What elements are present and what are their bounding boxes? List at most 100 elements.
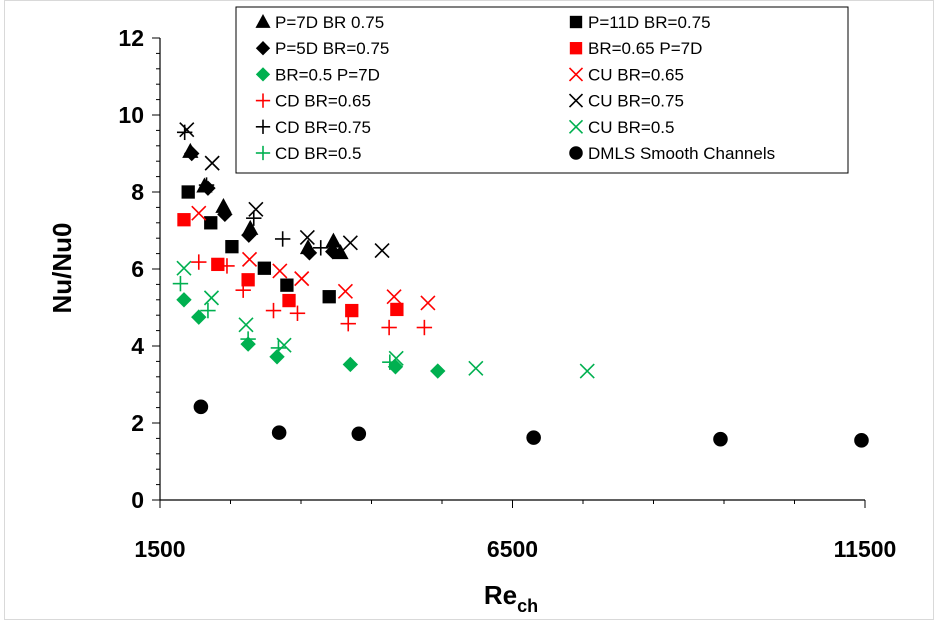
data-point	[289, 305, 306, 321]
data-point	[215, 197, 232, 213]
series-9	[176, 260, 595, 379]
data-point	[301, 245, 318, 261]
legend-item: P=7D BR 0.75	[255, 13, 384, 32]
series-10	[172, 275, 398, 370]
y-tick-label: 8	[131, 179, 144, 205]
data-point	[274, 231, 291, 247]
data-point	[325, 243, 341, 260]
chart-frame	[4, 0, 934, 620]
data-point	[468, 360, 484, 376]
data-point	[198, 177, 215, 193]
data-point	[340, 315, 356, 332]
data-point	[172, 275, 189, 292]
legend-label: CU BR=0.5	[588, 118, 674, 137]
x-tick-label: 1500	[134, 536, 185, 562]
data-point	[238, 317, 254, 333]
data-point	[241, 227, 257, 243]
legend-label: CD BR=0.75	[275, 118, 371, 137]
y-tick-label: 4	[131, 333, 144, 359]
data-point	[381, 319, 397, 336]
series-1	[181, 185, 336, 304]
legend-item: CD BR=0.5	[255, 144, 361, 163]
data-point	[177, 213, 191, 227]
legend-label: BR=0.5 P=7D	[275, 65, 380, 84]
y-tick-label: 12	[118, 25, 144, 51]
data-point	[430, 363, 446, 379]
legend-label: CD BR=0.5	[275, 144, 361, 163]
series-7	[179, 122, 390, 259]
legend-marker	[569, 15, 583, 29]
legend-label: P=11D BR=0.75	[588, 13, 711, 32]
legend-marker	[568, 93, 584, 108]
data-point	[191, 205, 207, 221]
data-point	[351, 426, 367, 442]
data-point	[282, 293, 296, 308]
data-point	[217, 206, 233, 223]
data-point	[225, 240, 239, 254]
legend-marker	[568, 119, 584, 134]
data-point	[345, 303, 359, 318]
data-point	[269, 349, 285, 365]
legend-item: P=11D BR=0.75	[569, 13, 711, 32]
series-5	[191, 205, 436, 311]
data-point	[248, 201, 264, 217]
data-point	[235, 282, 251, 298]
legend-marker	[569, 146, 583, 160]
data-point	[181, 185, 195, 199]
data-point	[265, 302, 282, 319]
legend-item: CU BR=0.65	[568, 65, 684, 84]
data-point	[299, 229, 315, 245]
legend-marker	[255, 41, 271, 56]
data-point	[579, 363, 595, 379]
series-8	[176, 124, 329, 256]
data-point	[374, 242, 390, 259]
data-point	[382, 354, 398, 370]
legend-item: CU BR=0.75	[568, 92, 684, 111]
data-point	[240, 331, 256, 347]
data-point	[200, 302, 216, 319]
data-point	[191, 254, 207, 270]
data-point	[388, 350, 404, 366]
data-point	[854, 433, 869, 448]
data-point	[294, 271, 310, 287]
legend-marker	[255, 93, 271, 108]
x-axis-title-subscript: ch	[517, 596, 538, 616]
data-point	[390, 302, 404, 317]
legend-item: CU BR=0.5	[568, 118, 674, 137]
data-point	[322, 290, 336, 304]
legend-item: P=5D BR=0.75	[255, 39, 389, 58]
legend-marker	[569, 42, 583, 55]
legend-box	[235, 6, 849, 174]
x-tick-label: 6500	[487, 536, 538, 562]
data-point	[271, 425, 287, 440]
data-point	[420, 295, 436, 311]
x-tick-label: 11500	[834, 536, 897, 562]
data-point	[191, 309, 207, 325]
legend-label: P=5D BR=0.75	[275, 39, 389, 58]
data-point	[204, 216, 218, 230]
series-3	[177, 213, 404, 318]
data-point	[246, 210, 262, 226]
data-point	[204, 155, 220, 171]
legend-label: CD BR=0.65	[275, 92, 371, 111]
data-points	[172, 122, 869, 448]
legend-label: P=7D BR 0.75	[275, 13, 384, 32]
legend-item: BR=0.65 P=7D	[569, 39, 702, 58]
data-point	[241, 273, 255, 287]
data-point	[176, 124, 193, 141]
legend: P=7D BR 0.75 P=11D BR=0.75 P=5D BR=0.75 BR=…	[235, 6, 849, 174]
data-point	[270, 340, 287, 356]
legend-label: BR=0.65 P=7D	[588, 39, 702, 58]
y-tick-label: 0	[131, 487, 144, 513]
legend-marker	[255, 119, 271, 134]
data-point	[179, 122, 195, 138]
series-6	[191, 254, 433, 336]
legend-marker	[255, 67, 271, 82]
legend-marker	[568, 67, 584, 82]
y-tick-label: 2	[131, 410, 144, 436]
data-point	[337, 283, 353, 299]
tick-labels: 0 2 4 6 8 10 12 1500 6500 11500	[118, 25, 896, 562]
x-axis-title-main: Re	[484, 580, 517, 610]
legend-label: CU BR=0.75	[588, 92, 684, 111]
